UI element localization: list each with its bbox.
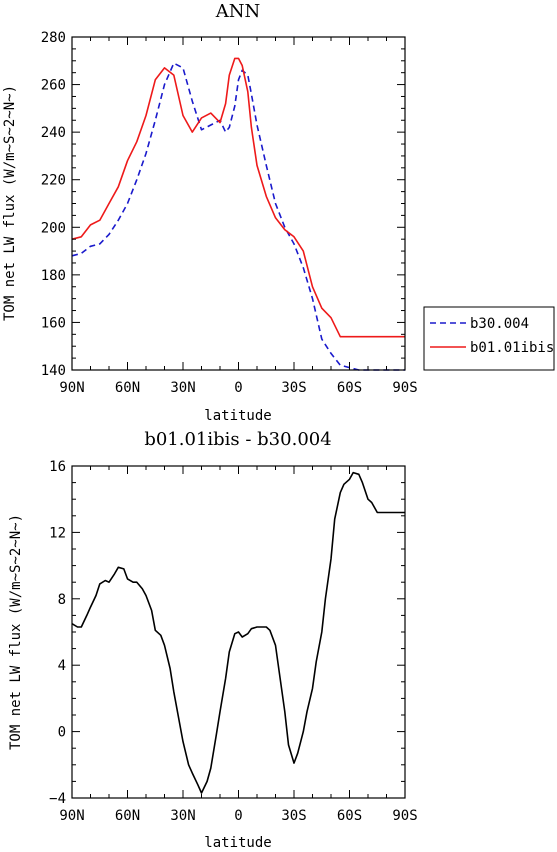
bottom-y-axis-label: TOM net LW flux (W/m~S~2~N~) — [8, 514, 24, 750]
top-y-axis-label: TOM net LW flux (W/m~S~2~N~) — [2, 85, 18, 321]
bottom-y-tick-label: 16 — [49, 459, 66, 475]
top-x-tick-label: 60N — [115, 380, 140, 396]
bottom-x-tick-label: 0 — [234, 808, 242, 824]
top-x-tick-label: 60S — [337, 380, 362, 396]
top-chart-title: ANN — [215, 1, 261, 22]
bottom-chart-title: b01.01ibis - b30.004 — [144, 429, 331, 450]
top-y-tick-label: 180 — [41, 268, 66, 284]
bottom-y-tick-label: −4 — [49, 791, 66, 807]
top-x-tick-label: 0 — [234, 380, 242, 396]
top-x-tick-label: 90N — [59, 380, 84, 396]
top-series-b01-01ibis — [71, 57, 405, 338]
legend-entry-b30-004: b30.004 — [430, 316, 529, 332]
bottom-x-tick-label: 30S — [281, 808, 306, 824]
bottom-y-tick-label: 12 — [49, 525, 66, 541]
legend-box — [423, 306, 555, 371]
legend-label-b30-004: b30.004 — [470, 316, 529, 332]
top-y-tick-label: 140 — [41, 363, 66, 379]
top-y-tick-label: 220 — [41, 173, 66, 189]
bottom-y-tick-label: 8 — [58, 592, 66, 608]
top-x-tick-label: 30S — [281, 380, 306, 396]
top-legend: b30.004 b01.01ibis — [423, 306, 555, 371]
top-chart: ANN 90N 60N 30N 0 30S 60S 90S 140 160 180 200 220 24… — [2, 1, 555, 424]
bottom-y-tick-label: 4 — [58, 658, 66, 674]
top-plot-frame — [71, 36, 406, 371]
bottom-x-tick-label: 60N — [115, 808, 140, 824]
top-x-axis-label: latitude — [204, 408, 271, 424]
bottom-x-tick-label: 30N — [170, 808, 195, 824]
legend-label-b01-01ibis: b01.01ibis — [470, 340, 554, 356]
top-y-tick-label: 260 — [41, 78, 66, 94]
bottom-x-axis-label: latitude — [204, 835, 271, 851]
bottom-series-line-0 — [71, 471, 405, 794]
bottom-x-tick-label: 60S — [337, 808, 362, 824]
bottom-x-tick-label: 90S — [392, 808, 417, 824]
top-y-tick-label: 280 — [41, 30, 66, 46]
bottom-x-tick-label: 90N — [59, 808, 84, 824]
bottom-y-tick-label: 0 — [58, 725, 66, 741]
top-x-tick-label: 30N — [170, 380, 195, 396]
top-y-tick-label: 200 — [41, 220, 66, 236]
top-series-b30-004 — [71, 62, 405, 371]
top-y-tick-label: 240 — [41, 125, 66, 141]
legend-entry-b01-01ibis: b01.01ibis — [430, 340, 554, 356]
top-y-tick-label: 160 — [41, 315, 66, 331]
top-x-tick-label: 90S — [392, 380, 417, 396]
bottom-chart: b01.01ibis - b30.004 90N 60N 30N 0 30S 60S 90S… — [8, 429, 418, 851]
